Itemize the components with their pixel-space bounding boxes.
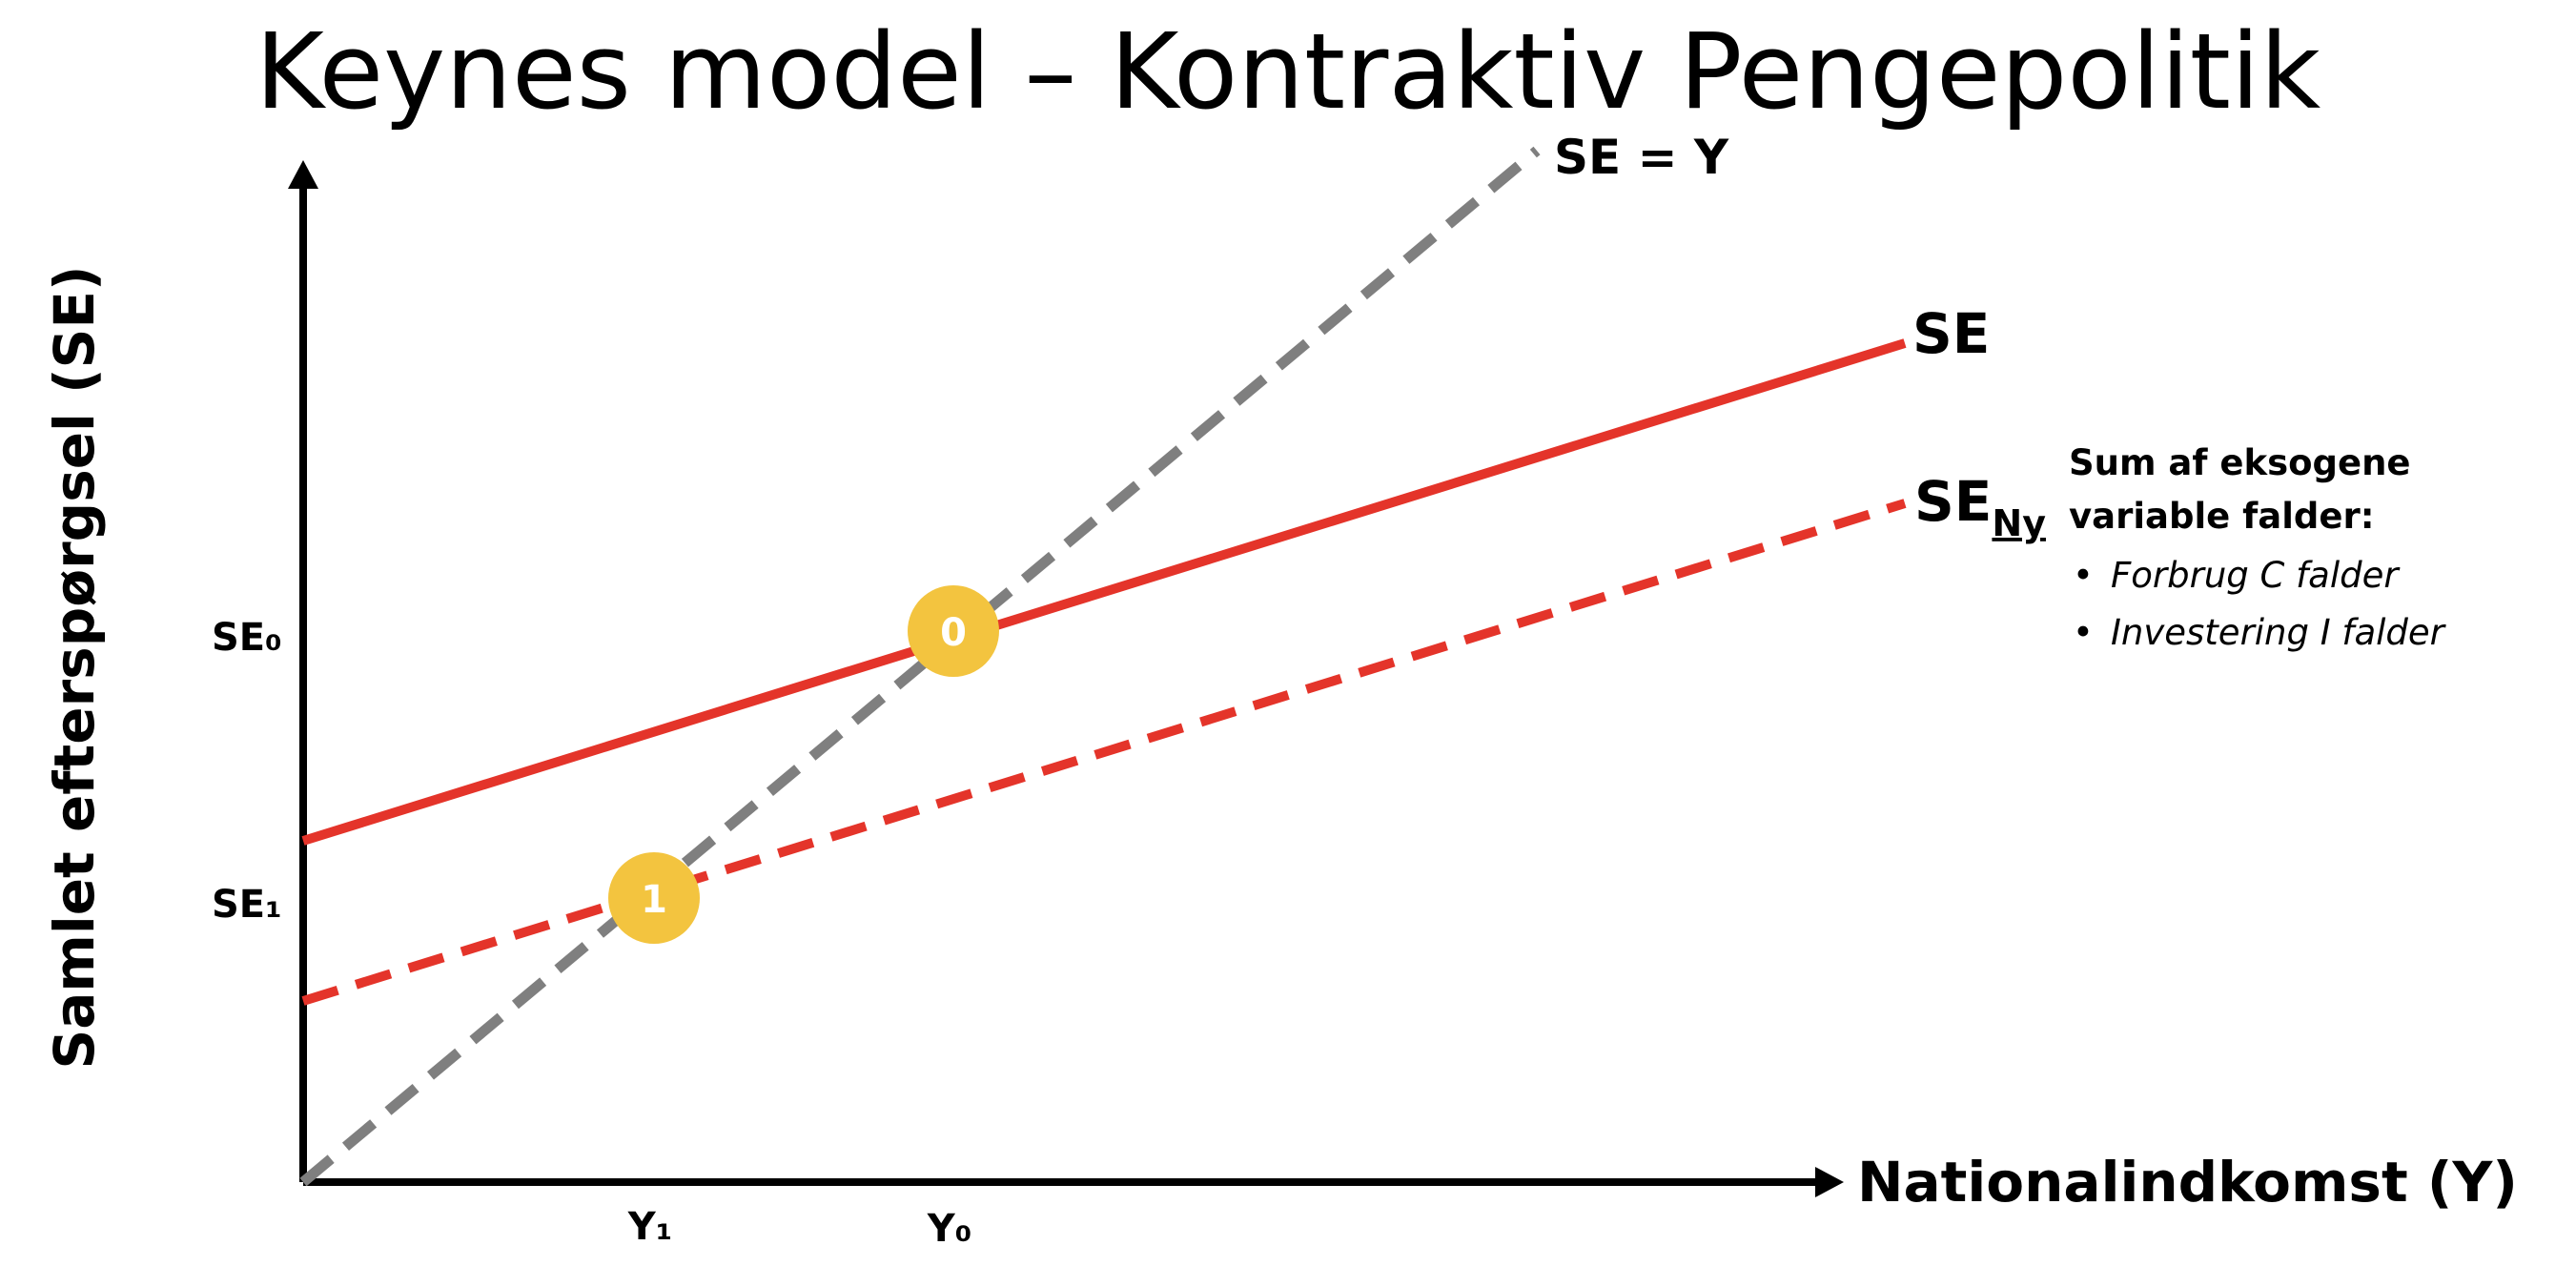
se-line [301, 338, 1907, 846]
explanation-note: Sum af eksogene variable falder: Forbrug… [2069, 437, 2545, 662]
x-axis-arrowhead [1815, 1167, 1844, 1197]
y-axis-title: Samlet efterspørgsel (SE) [42, 265, 107, 1069]
identity-line [299, 146, 1541, 1187]
page-title: Keynes model – Kontraktiv Pengepolitik [255, 10, 2321, 133]
note-list: Forbrug C falder Investering I falder [2069, 547, 2545, 662]
equilibrium-1-marker [608, 852, 700, 944]
se-new-line [301, 499, 1907, 1006]
identity-line-label: SE = Y [1554, 130, 1729, 185]
note-heading: Sum af eksogene variable falder: [2069, 442, 2411, 537]
note-item-investment: Investering I falder [2069, 604, 2545, 662]
se-new-line-label: SENy [1914, 469, 2046, 544]
se-new-line-label-subscript: Ny [1992, 502, 2046, 544]
equilibrium-0-marker [908, 585, 999, 677]
x-axis-title: Nationalindkomst (Y) [1857, 1150, 2518, 1215]
se-line-label: SE [1912, 301, 1990, 366]
x-tick-y0: Y₀ [927, 1207, 971, 1251]
y-tick-se1: SE₁ [212, 883, 282, 927]
equilibrium-1-label: 1 [641, 878, 667, 922]
equilibrium-0-label: 0 [940, 611, 967, 655]
se-new-line-label-main: SE [1914, 469, 1992, 534]
y-tick-se0: SE₀ [212, 616, 282, 660]
x-tick-y1: Y₁ [627, 1205, 672, 1249]
y-axis-arrowhead [288, 160, 318, 189]
note-item-consumption: Forbrug C falder [2069, 547, 2545, 604]
